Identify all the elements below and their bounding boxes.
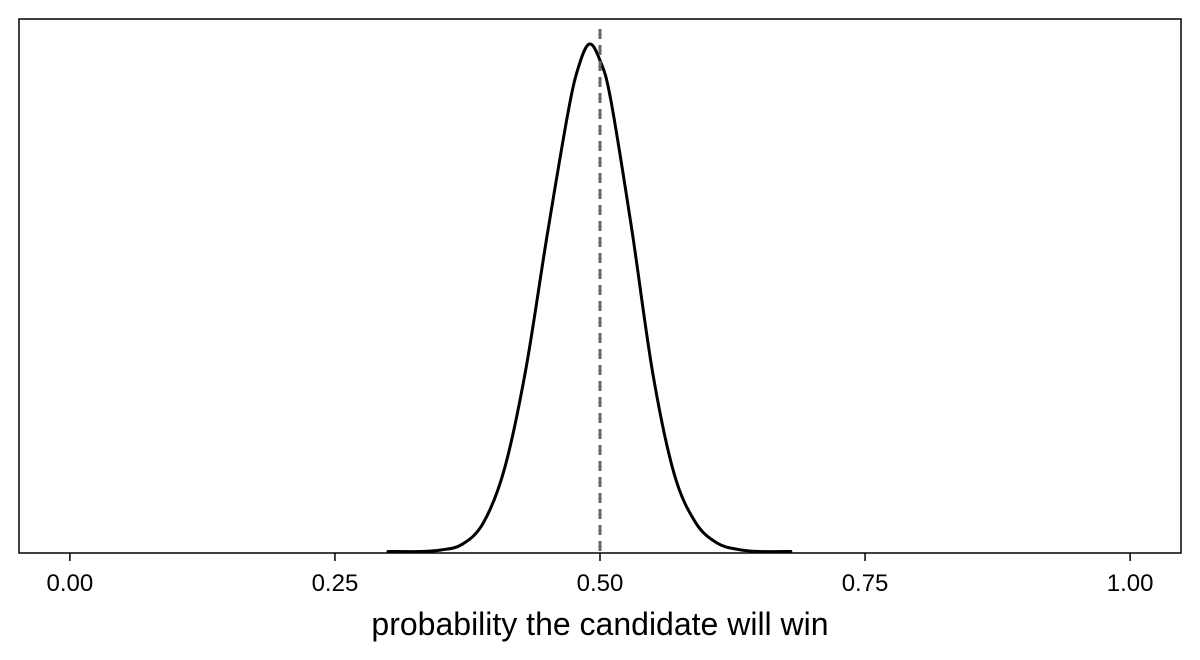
x-axis: 0.00 0.25 0.50 0.75 1.00 [47,553,1154,597]
x-tick-label: 0.25 [312,570,359,597]
x-tick-label: 0.50 [577,570,624,597]
x-axis-title: probability the candidate will win [371,606,828,642]
density-curve [386,42,793,554]
x-tick-label: 0.75 [842,570,889,597]
x-tick-label: 0.00 [47,570,94,597]
x-tick-label: 1.00 [1107,570,1154,597]
